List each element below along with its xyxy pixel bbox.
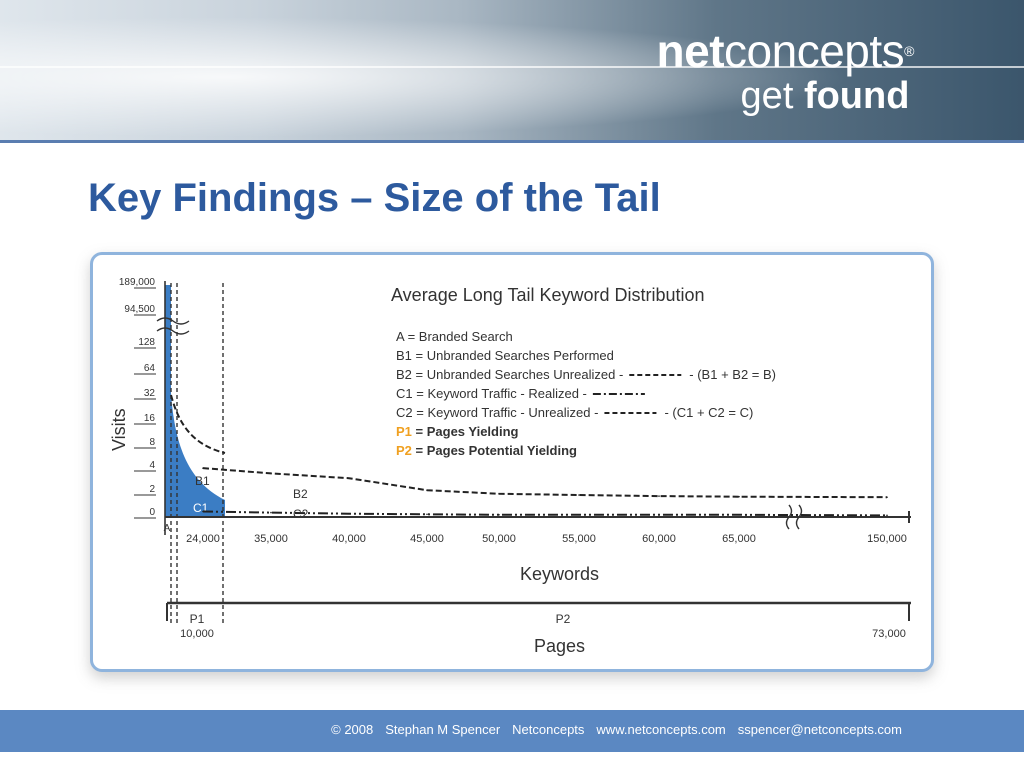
b1-c1-area [171, 395, 225, 517]
series-line-c [202, 510, 888, 517]
region-label-c1: C1 [193, 501, 209, 515]
logo-line-1: netconcepts® [656, 25, 915, 77]
series-point [270, 511, 272, 514]
y-tick-label: 189,000 [119, 277, 156, 288]
legend-item-b2: B2 = Unbranded Searches Unrealized - [396, 367, 623, 382]
y-tick-label: 64 [144, 363, 156, 374]
region-label-b1: B1 [195, 474, 210, 488]
x-tick-label: 55,000 [562, 533, 596, 545]
banner-streak [0, 66, 1024, 68]
x-tick-label: 24,000 [186, 533, 220, 545]
chart-title: Average Long Tail Keyword Distribution [391, 285, 705, 305]
logo-registered: ® [904, 43, 914, 59]
x-tick-label: 65,000 [722, 533, 756, 545]
series-point [738, 495, 740, 498]
series-point [202, 510, 204, 513]
footer-website[interactable]: www.netconcepts.com [596, 722, 726, 737]
region-label-a: A [164, 523, 171, 534]
y-tick-label: 0 [149, 507, 155, 518]
y-tick-label: 128 [138, 337, 155, 348]
series-point [886, 496, 888, 498]
footer-company: Netconcepts [512, 722, 585, 737]
x-tick-label: 35,000 [254, 533, 288, 545]
y-axis-break [156, 317, 190, 335]
series-point [348, 477, 350, 479]
series-point [886, 514, 888, 517]
series-point [658, 495, 660, 497]
legend-item-c2: C2 = Keyword Traffic - Unrealized - [396, 405, 598, 420]
region-label-b2: B2 [293, 487, 308, 501]
pages-p1-value: 10,000 [180, 628, 214, 640]
pages-p2-label: P2 [556, 612, 571, 626]
series-point [498, 493, 500, 495]
y-tick-label: 16 [144, 413, 156, 424]
chart-panel: Average Long Tail Keyword Distribution Ke… [90, 252, 934, 672]
header-divider [0, 140, 1024, 143]
series-point [348, 512, 350, 515]
pages-axis-label: Pages [534, 636, 585, 656]
series-point [426, 513, 428, 516]
x-tick-label: 150,000 [867, 533, 907, 545]
series-point [658, 514, 660, 516]
long-tail-chart: Average Long Tail Keyword Distribution Ke… [109, 277, 911, 656]
y-tick-label: 8 [149, 437, 155, 448]
x-axis-label: Keywords [520, 564, 599, 584]
header-banner: netconcepts® get found [0, 0, 1024, 140]
footer-author: Stephan M Spencer [385, 722, 501, 737]
legend-item-b1: B1 = Unbranded Searches Performed [396, 348, 614, 363]
series-point [738, 514, 740, 516]
series-point [578, 494, 580, 496]
x-axis-break [785, 504, 803, 530]
netconcepts-logo: netconcepts® get found [656, 25, 915, 118]
logo-line-2: get found [741, 74, 914, 118]
footer-email[interactable]: sspencer@netconcepts.com [737, 722, 902, 737]
series-point [202, 467, 204, 469]
y-tick-label: 4 [149, 460, 155, 471]
y-tick-label: 32 [144, 388, 156, 399]
pages-p2-value: 73,000 [872, 628, 906, 640]
slide-title: Key Findings – Size of the Tail [88, 176, 661, 220]
footer-copyright: © 2008 [331, 722, 374, 737]
logo-get: get [740, 75, 804, 117]
x-tick-label: 45,000 [410, 533, 444, 545]
branded-search-bar [165, 285, 171, 517]
logo-concepts: concepts [724, 25, 905, 77]
logo-found: found [803, 75, 910, 117]
footer-text: © 2008 Stephan M Spencer Netconcepts www.ne… [331, 722, 902, 737]
legend-suffix-b2: - (B1 + B2 = B) [689, 367, 776, 382]
logo-net: net [656, 25, 725, 77]
pages-p1-label: P1 [190, 612, 205, 626]
y-axis-label: Visits [109, 408, 129, 451]
footer-bar: © 2008 Stephan M Spencer Netconcepts www.ne… [0, 710, 1024, 752]
y-tick-label: 94,500 [124, 304, 155, 315]
b2-curve-head [170, 394, 226, 454]
series-point [426, 489, 428, 491]
legend-suffix-c2: - (C1 + C2 = C) [664, 405, 753, 420]
legend-item-p1: P1 = Pages Yielding [396, 424, 519, 439]
x-tick-label: 50,000 [482, 533, 516, 545]
series-point [270, 472, 272, 475]
legend-item-p2: P2 = Pages Potential Yielding [396, 443, 577, 458]
y-tick-label: 2 [149, 484, 155, 495]
series-point [578, 514, 580, 516]
legend-item-a: A = Branded Search [396, 329, 513, 344]
x-tick-label: 60,000 [642, 533, 676, 545]
banner-haze [0, 0, 1024, 140]
legend-item-c1: C1 = Keyword Traffic - Realized - [396, 386, 587, 401]
x-tick-label: 40,000 [332, 533, 366, 545]
series-point [498, 514, 500, 516]
